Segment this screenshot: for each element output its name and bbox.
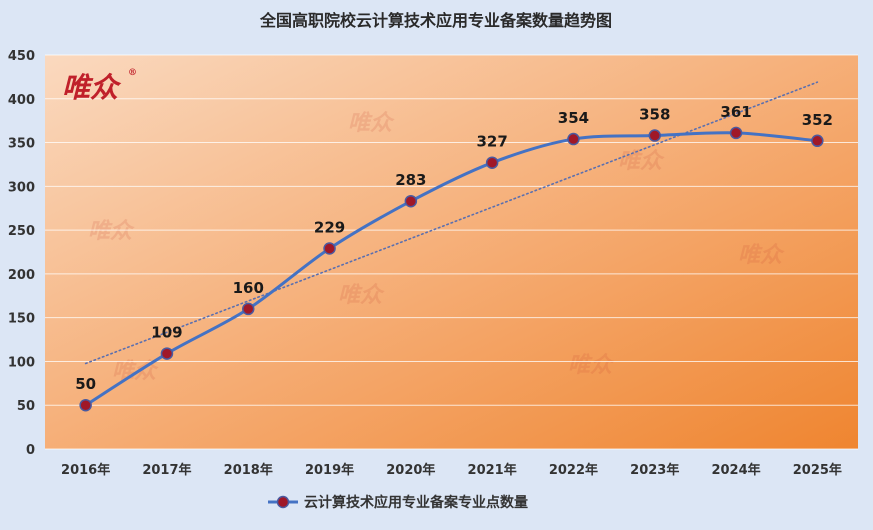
data-label: 354 (558, 109, 589, 127)
y-tick-label: 200 (8, 268, 35, 283)
logo-mark: ® (128, 68, 137, 78)
data-point (811, 134, 824, 148)
data-label: 352 (802, 111, 833, 129)
data-point (160, 347, 174, 360)
watermark-6: 唯众 (568, 352, 615, 378)
data-label: 109 (151, 324, 182, 342)
gridlines (45, 54, 858, 450)
y-tick-label: 0 (26, 443, 35, 458)
watermark-4: 唯众 (338, 282, 385, 308)
chart-title: 全国高职院校云计算技术应用专业备案数量趋势图 (259, 11, 612, 30)
series-line (79, 126, 824, 412)
x-tick-label: 2025年 (793, 462, 842, 478)
logo: 唯众 ® (62, 68, 137, 104)
data-point (485, 156, 499, 169)
y-axis-ticks: 0 50 100 150 200 250 300 350 400 450 (8, 49, 35, 458)
y-tick-label: 150 (8, 312, 35, 327)
data-label: 361 (720, 103, 751, 121)
x-tick-label: 2021年 (468, 462, 517, 478)
x-tick-label: 2024年 (711, 462, 760, 478)
trendline (84, 81, 819, 365)
y-tick-label: 350 (8, 137, 35, 152)
legend-marker-icon (276, 495, 290, 509)
data-point (729, 126, 743, 140)
y-tick-label: 250 (8, 224, 35, 239)
watermark-0: 唯众 (348, 110, 395, 136)
data-label: 229 (314, 218, 345, 236)
x-tick-label: 2023年 (630, 462, 679, 478)
x-tick-label: 2019年 (305, 462, 354, 478)
data-label: 358 (639, 106, 670, 124)
legend-label: 云计算技术应用专业备案专业点数量 (304, 494, 528, 511)
data-point (79, 398, 92, 412)
watermark-3: 唯众 (738, 242, 785, 268)
watermark-2: 唯众 (88, 218, 135, 244)
y-tick-label: 450 (8, 49, 35, 64)
data-label: 160 (233, 279, 264, 297)
data-label: 50 (75, 375, 96, 393)
x-axis-ticks: 2016年 2017年 2018年 2019年 2020年 2021年 2022年 2023年… (61, 462, 842, 478)
data-point (404, 194, 418, 208)
data-point (648, 129, 661, 142)
y-tick-label: 300 (8, 180, 35, 195)
y-tick-label: 50 (17, 399, 35, 414)
logo-text: 唯众 (62, 71, 122, 104)
plot-area (45, 55, 858, 449)
data-label: 327 (476, 133, 507, 151)
watermark-1: 唯众 (618, 148, 665, 174)
x-tick-label: 2016年 (61, 462, 110, 478)
x-tick-label: 2017年 (142, 462, 191, 478)
x-tick-label: 2018年 (224, 462, 273, 478)
y-tick-label: 400 (8, 93, 35, 108)
legend: 云计算技术应用专业备案专业点数量 (268, 494, 528, 511)
data-label: 283 (395, 171, 426, 189)
x-tick-label: 2022年 (549, 462, 598, 478)
x-tick-label: 2020年 (386, 462, 435, 478)
y-tick-label: 100 (8, 355, 35, 370)
data-labels: 50 109 160 229 283 327 354 358 361 352 (75, 103, 833, 393)
data-point (242, 302, 255, 316)
series-path (84, 131, 818, 407)
trendline-path (84, 81, 819, 365)
data-point (323, 242, 336, 255)
data-point (567, 132, 580, 146)
